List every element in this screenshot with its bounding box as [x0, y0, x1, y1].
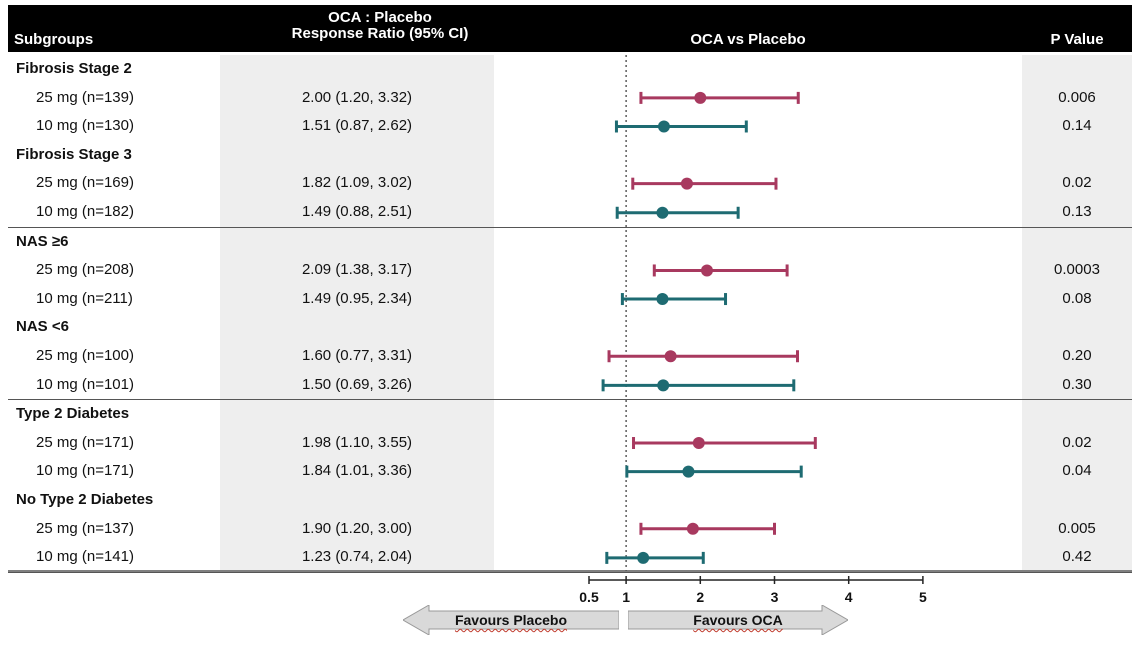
table-row: 25 mg (n=137) 1.90 (1.20, 3.00) 0.005	[8, 515, 1132, 544]
header-response-ratio: OCA : Placebo Response Ratio (95% CI)	[220, 10, 540, 42]
p-value: 0.08	[1062, 289, 1092, 307]
group-header-row: Fibrosis Stage 2	[8, 55, 1132, 84]
group-header-row: NAS <6	[8, 313, 1132, 342]
table-row: 25 mg (n=171) 1.98 (1.10, 3.55) 0.02	[8, 429, 1132, 458]
forest-table: Fibrosis Stage 2 25 mg (n=139) 2.00 (1.20,…	[8, 55, 1132, 573]
table-row: 10 mg (n=141) 1.23 (0.74, 2.04) 0.42	[8, 543, 1132, 573]
row-label: 25 mg (n=100)	[36, 346, 134, 364]
group-label: No Type 2 Diabetes	[16, 490, 154, 508]
row-label: 10 mg (n=101)	[36, 375, 134, 393]
row-label: 10 mg (n=182)	[36, 202, 134, 220]
row-label: 10 mg (n=130)	[36, 117, 134, 135]
p-value: 0.04	[1062, 462, 1092, 480]
row-label: 25 mg (n=169)	[36, 174, 134, 192]
ratio-value: 2.00 (1.20, 3.32)	[301, 88, 413, 106]
right-arrow-shape	[628, 605, 848, 635]
p-value: 0.006	[1058, 88, 1096, 106]
p-value: 0.02	[1062, 174, 1092, 192]
row-label: 25 mg (n=139)	[36, 88, 134, 106]
ratio-value: 1.51 (0.87, 2.62)	[301, 117, 413, 135]
table-row: 25 mg (n=169) 1.82 (1.09, 3.02) 0.02	[8, 169, 1132, 198]
group-header-row: Fibrosis Stage 3	[8, 141, 1132, 170]
table-row: 25 mg (n=208) 2.09 (1.38, 3.17) 0.0003	[8, 256, 1132, 285]
x-tick-label: 3	[771, 589, 779, 605]
group-header-row: No Type 2 Diabetes	[8, 486, 1132, 515]
p-value: 0.14	[1062, 117, 1092, 135]
p-value: 0.20	[1062, 346, 1092, 364]
p-value: 0.30	[1062, 375, 1092, 393]
p-value: 0.02	[1062, 433, 1092, 451]
ratio-value: 1.60 (0.77, 3.31)	[301, 346, 413, 364]
pvalue-column-shade	[1022, 55, 1132, 570]
ratio-value: 1.98 (1.10, 3.55)	[301, 433, 413, 451]
table-row: 10 mg (n=182) 1.49 (0.88, 2.51) 0.13	[8, 198, 1132, 228]
header-forest: OCA vs Placebo	[690, 31, 806, 48]
table-row: 25 mg (n=139) 2.00 (1.20, 3.32) 0.006	[8, 84, 1132, 113]
group-label: NAS ≥6	[16, 232, 69, 250]
table-row: 10 mg (n=101) 1.50 (0.69, 3.26) 0.30	[8, 371, 1132, 401]
ratio-value: 1.82 (1.09, 3.02)	[301, 174, 413, 192]
ratio-value: 1.90 (1.20, 3.00)	[301, 519, 413, 537]
table-row: 10 mg (n=171) 1.84 (1.01, 3.36) 0.04	[8, 457, 1132, 486]
ratio-column-shade	[220, 55, 494, 570]
favours-oca-label: Favours OCA	[693, 612, 783, 628]
x-tick-label: 5	[919, 589, 927, 605]
group-label: Type 2 Diabetes	[16, 405, 130, 423]
left-arrow-shape	[403, 605, 619, 635]
header-subgroups: Subgroups	[14, 31, 94, 48]
header-ratio-line2: Response Ratio (95% CI)	[291, 25, 469, 42]
ratio-value: 1.49 (0.95, 2.34)	[301, 289, 413, 307]
row-label: 25 mg (n=171)	[36, 433, 134, 451]
ratio-value: 1.84 (1.01, 3.36)	[301, 462, 413, 480]
row-label: 25 mg (n=137)	[36, 519, 134, 537]
favours-placebo-label: Favours Placebo	[454, 612, 568, 628]
ratio-value: 1.50 (0.69, 3.26)	[301, 375, 413, 393]
group-label: Fibrosis Stage 3	[16, 145, 132, 163]
group-label: Fibrosis Stage 2	[16, 60, 132, 77]
row-label: 10 mg (n=211)	[36, 289, 133, 307]
p-value: 0.005	[1058, 519, 1096, 537]
x-tick-label: 2	[696, 589, 704, 605]
x-tick-label: 1	[622, 589, 630, 605]
header-pvalue: P Value	[1050, 31, 1104, 48]
header-ratio-line1: OCA : Placebo	[328, 9, 432, 26]
row-label: 25 mg (n=208)	[36, 261, 134, 279]
x-tick-label: 0.5	[579, 589, 599, 605]
group-header-row: Type 2 Diabetes	[8, 400, 1132, 429]
ratio-value: 1.49 (0.88, 2.51)	[301, 202, 413, 220]
table-row: 25 mg (n=100) 1.60 (0.77, 3.31) 0.20	[8, 342, 1132, 371]
p-value: 0.0003	[1054, 261, 1100, 279]
favours-placebo-arrow: Favours Placebo	[403, 605, 619, 635]
row-label: 10 mg (n=171)	[36, 462, 134, 480]
x-tick-label: 4	[845, 589, 853, 605]
row-label: 10 mg (n=141)	[36, 548, 134, 566]
p-value: 0.13	[1062, 202, 1092, 220]
table-row: 10 mg (n=130) 1.51 (0.87, 2.62) 0.14	[8, 112, 1132, 141]
ratio-value: 1.23 (0.74, 2.04)	[301, 548, 413, 566]
table-row: 10 mg (n=211) 1.49 (0.95, 2.34) 0.08	[8, 285, 1132, 314]
table-header: Subgroups OCA : Placebo Response Ratio (…	[8, 5, 1132, 52]
p-value: 0.42	[1062, 548, 1092, 566]
group-label: NAS <6	[16, 318, 69, 336]
ratio-value: 2.09 (1.38, 3.17)	[301, 261, 413, 279]
favours-oca-arrow: Favours OCA	[628, 605, 848, 635]
group-header-row: NAS ≥6	[8, 228, 1132, 257]
